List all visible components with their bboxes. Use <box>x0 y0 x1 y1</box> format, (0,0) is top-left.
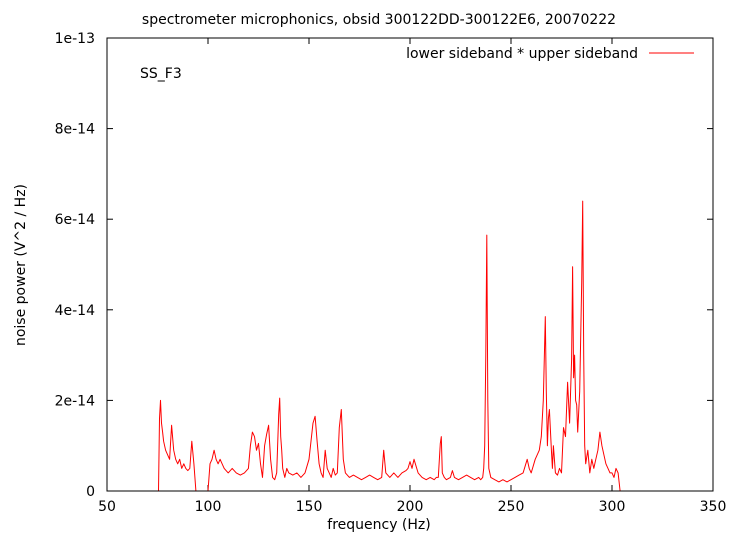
x-tick-label: 100 <box>195 499 222 515</box>
y-tick-label: 8e-14 <box>55 122 95 138</box>
x-tick-label: 150 <box>296 499 323 515</box>
y-axis-label: noise power (V^2 / Hz) <box>13 184 29 346</box>
x-axis-label: frequency (Hz) <box>327 517 430 533</box>
x-tick-label: 250 <box>498 499 525 515</box>
x-tick-label: 300 <box>599 499 626 515</box>
x-tick-label: 50 <box>98 499 116 515</box>
plot-frame <box>106 37 714 492</box>
x-tick-label: 350 <box>700 499 727 515</box>
legend-label: lower sideband * upper sideband <box>406 46 638 62</box>
y-tick-label: 1e-13 <box>55 31 95 47</box>
y-tick-label: 0 <box>86 484 95 500</box>
x-tick-label: 200 <box>397 499 424 515</box>
series-line <box>107 200 713 492</box>
y-tick-label: 2e-14 <box>55 393 95 409</box>
y-tick-label: 6e-14 <box>55 212 95 228</box>
annotation-label: SS_F3 <box>140 66 182 82</box>
axes: 50 100 150 200 250 300 350 0 2e-14 4e-14 6e-14 8e-1… <box>55 31 727 515</box>
chart-title: spectrometer microphonics, obsid 300122D… <box>142 12 616 28</box>
legend: lower sideband * upper sideband <box>406 46 694 62</box>
y-tick-label: 4e-14 <box>55 303 95 319</box>
